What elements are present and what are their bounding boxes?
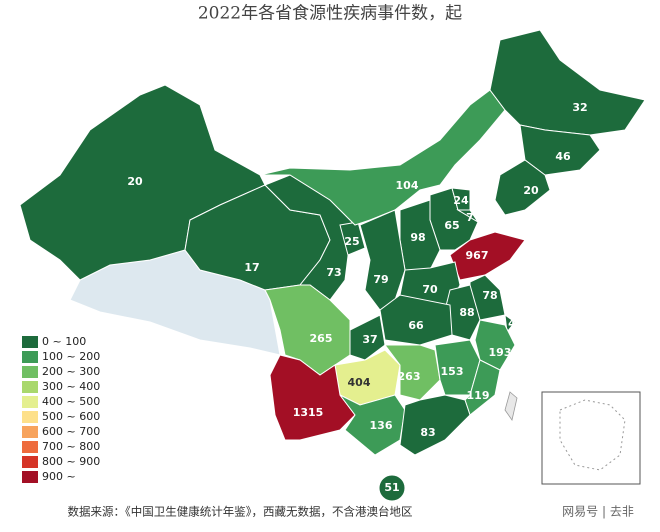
legend-label: 200 ~ 300 [42, 365, 100, 378]
province [504, 313, 516, 334]
province [269, 354, 356, 441]
province-value-label: 20 [523, 184, 539, 197]
legend-swatch [22, 411, 38, 423]
legend-label: 600 ~ 700 [42, 425, 100, 438]
regions [19, 29, 646, 502]
legend-swatch [22, 381, 38, 393]
legend-label: 0 ~ 100 [42, 335, 86, 348]
province-value-label: 32 [572, 101, 587, 114]
province-value-label: 70 [422, 283, 438, 296]
province-value-label: 119 [467, 389, 490, 402]
province-value-label: 136 [370, 419, 393, 432]
province [399, 394, 471, 456]
legend-swatch [22, 336, 38, 348]
province-value-label: 153 [441, 365, 464, 378]
province-value-label: 1315 [293, 406, 324, 419]
value-labels: 20 17 73 25 104 32 46 20 65 24 7 98 79 967 70 78 88 4 193 6… [127, 101, 587, 494]
taiwan [504, 391, 518, 421]
province-value-label: 98 [410, 231, 425, 244]
inset-outline [559, 399, 626, 471]
province-value-label: 104 [396, 179, 419, 192]
province-value-label: 73 [326, 266, 341, 279]
province-value-label: 20 [127, 175, 143, 188]
province-value-label: 7 [466, 211, 474, 224]
province-value-label: 24 [453, 194, 469, 207]
legend-swatch [22, 441, 38, 453]
province-value-label: 46 [555, 150, 571, 163]
province-value-label: 88 [459, 306, 474, 319]
province-value-label: 83 [420, 426, 435, 439]
legend: 0 ~ 100 100 ~ 200 200 ~ 300 300 ~ 400 400 ~ … [22, 335, 100, 483]
province-value-label: 37 [362, 333, 377, 346]
province [379, 294, 453, 346]
province [489, 29, 646, 136]
province-value-label: 65 [444, 219, 459, 232]
legend-swatch [22, 456, 38, 468]
watermark: 网易号 | 去非 [562, 505, 634, 519]
province-value-label: 265 [310, 332, 333, 345]
legend-swatch [22, 351, 38, 363]
legend-label: 800 ~ 900 [42, 455, 100, 468]
province [384, 344, 441, 401]
south-sea-inset [541, 391, 641, 485]
province-value-label: 4 [508, 317, 516, 330]
province [494, 159, 551, 216]
province-value-label: 17 [244, 261, 259, 274]
province [339, 394, 406, 456]
legend-label: 700 ~ 800 [42, 440, 100, 453]
province [339, 221, 366, 256]
legend-label: 900 ~ [42, 470, 76, 483]
legend-swatch [22, 426, 38, 438]
legend-swatch [22, 471, 38, 483]
province-value-label: 263 [398, 370, 421, 383]
province [449, 231, 526, 281]
province-value-label: 404 [348, 376, 371, 389]
legend-label: 100 ~ 200 [42, 350, 100, 363]
province [456, 209, 479, 223]
legend-label: 300 ~ 400 [42, 380, 100, 393]
legend-label: 400 ~ 500 [42, 395, 100, 408]
legend-label: 500 ~ 600 [42, 410, 100, 423]
province [259, 89, 506, 226]
province-value-label: 78 [482, 289, 497, 302]
province-value-label: 25 [344, 235, 359, 248]
province-value-label: 51 [384, 481, 399, 494]
province-value-label: 79 [373, 273, 388, 286]
footnote: 数据来源：《中国卫生健康统计年鉴》，西藏无数据，不含港澳台地区 [68, 505, 413, 519]
province [378, 474, 406, 502]
province-value-label: 66 [408, 319, 424, 332]
legend-swatch [22, 396, 38, 408]
province-value-label: 967 [466, 249, 489, 262]
province-value-label: 193 [489, 346, 512, 359]
title: 2022年各省食源性疾病事件数，起 [198, 4, 462, 24]
legend-swatch [22, 366, 38, 378]
